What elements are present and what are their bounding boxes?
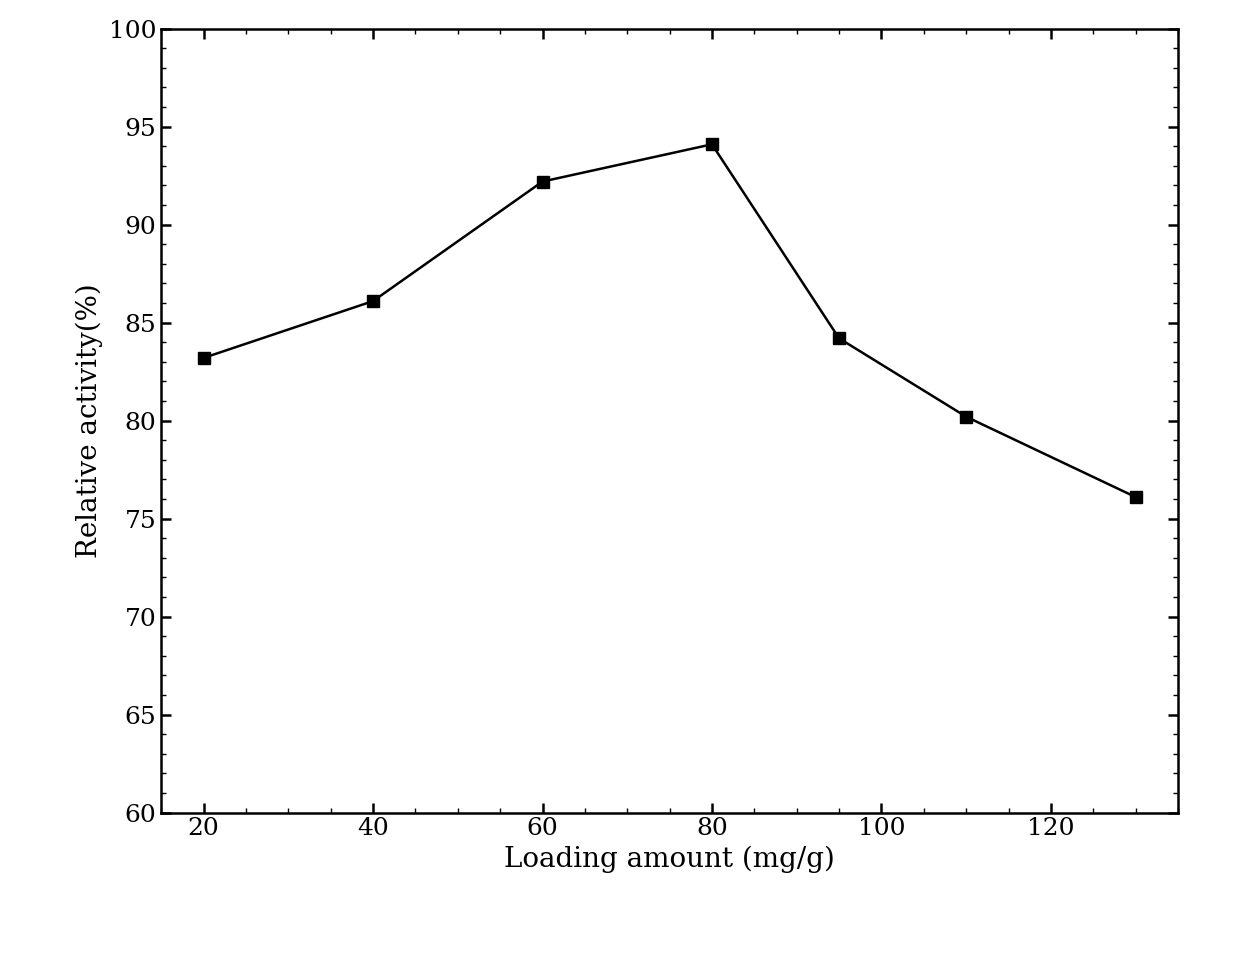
Y-axis label: Relative activity(%): Relative activity(%) [76,283,103,558]
X-axis label: Loading amount (mg/g): Loading amount (mg/g) [505,846,835,874]
